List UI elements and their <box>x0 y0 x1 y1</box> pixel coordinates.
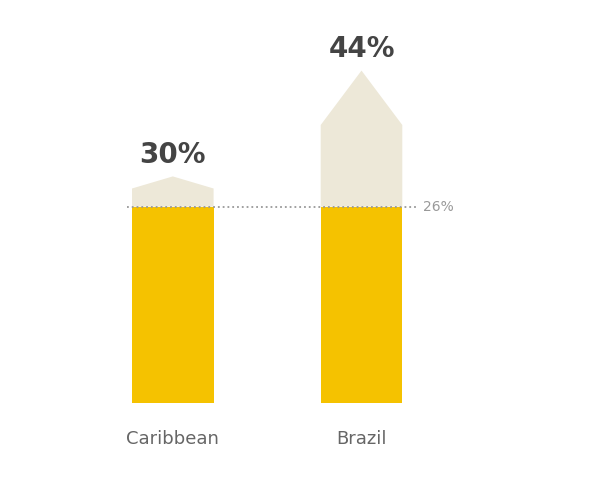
Text: Brazil: Brazil <box>336 429 387 448</box>
Text: 44%: 44% <box>328 35 395 63</box>
Text: 30%: 30% <box>140 141 206 169</box>
Polygon shape <box>132 176 214 207</box>
Bar <box>132 207 214 403</box>
Polygon shape <box>321 71 403 207</box>
Bar <box>321 207 403 403</box>
Text: Caribbean: Caribbean <box>127 429 219 448</box>
Text: 26%: 26% <box>422 200 454 214</box>
